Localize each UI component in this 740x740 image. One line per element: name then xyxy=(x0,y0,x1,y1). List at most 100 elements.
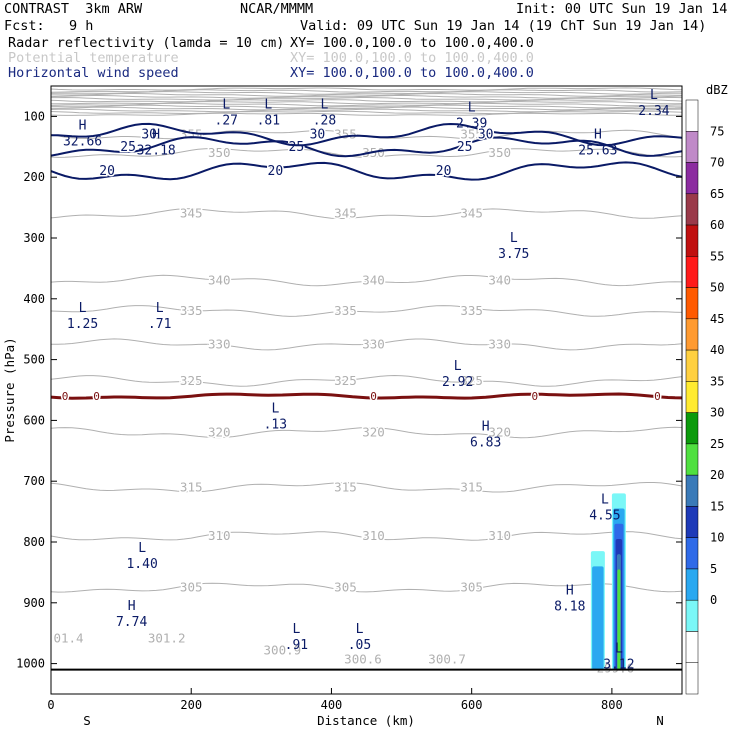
theta-contour-label: 325 xyxy=(460,373,483,388)
extremum-marker: H xyxy=(594,128,602,143)
theta-contour-label: 345 xyxy=(180,206,203,221)
theta-contour-label: 335 xyxy=(180,303,203,318)
y-tick-label: 500 xyxy=(23,353,45,367)
theta-line-upper xyxy=(51,96,682,101)
colorbar-tick-label: 65 xyxy=(710,187,724,201)
y-tick-label: 1000 xyxy=(16,657,45,671)
colorbar-swatch xyxy=(685,381,699,413)
theta-contour-label: 330 xyxy=(488,336,511,351)
colorbar-swatch xyxy=(685,99,699,132)
theta-contour-label: 315 xyxy=(460,479,483,494)
theta-line-upper xyxy=(51,104,682,109)
theta-line xyxy=(51,274,682,287)
surface-extremum-value: .91 xyxy=(285,638,308,653)
colorbar-tick-label: 15 xyxy=(710,499,724,513)
wind-contour-label: 30 xyxy=(310,128,326,143)
colorbar-tick-label: 70 xyxy=(710,156,724,170)
colorbar-swatch xyxy=(685,131,699,163)
extremum-value: .13 xyxy=(264,417,287,432)
colorbar-swatch xyxy=(685,506,699,538)
theta-line-upper xyxy=(51,91,682,95)
theta-contour-label: 350 xyxy=(488,145,511,160)
extremum-value: .28 xyxy=(313,113,336,128)
colorbar-tick-label: 30 xyxy=(710,406,724,420)
field-reflectivity-xy: XY= 100.0,100.0 to 100.0,400.0 xyxy=(290,35,534,51)
freezing-level-line xyxy=(51,392,682,400)
extremum-marker: L xyxy=(468,100,476,115)
extremum-value: 2.34 xyxy=(638,104,669,119)
theta-line xyxy=(51,531,682,541)
extremum-value: 3.12 xyxy=(603,657,634,672)
theta-contour-label: 345 xyxy=(334,206,357,221)
x-axis-label: Distance (km) xyxy=(317,713,415,728)
freezing-level: 0 0 0 0 0 xyxy=(51,389,682,671)
init-time: Init: 00 UTC Sun 19 Jan 14 xyxy=(516,1,728,17)
theta-contour-label: 320 xyxy=(488,425,511,440)
extremum-value: 1.25 xyxy=(67,317,98,332)
theta-line xyxy=(51,338,682,351)
plot-area xyxy=(51,86,682,694)
colorbar-swatch xyxy=(685,443,699,476)
colorbar-swatch xyxy=(685,474,699,507)
theta-line xyxy=(51,208,682,220)
colorbar-tick-label: 40 xyxy=(710,343,724,357)
extremum-marker: H xyxy=(79,119,87,134)
colorbar-swatch xyxy=(685,631,699,663)
surface-theta-label: 300.6 xyxy=(344,652,382,667)
theta-line-upper xyxy=(51,106,682,111)
wind-contour-label: 30 xyxy=(478,128,494,143)
colorbar-swatch xyxy=(685,349,699,382)
colorbar-swatch xyxy=(685,224,699,257)
extremum-marker: L xyxy=(615,641,623,656)
extremum-value: 3.75 xyxy=(498,247,529,262)
wind-contour-label: 25 xyxy=(289,140,305,155)
colorbar-swatch xyxy=(685,193,699,226)
reflectivity-cell xyxy=(617,569,621,670)
south-label: S xyxy=(83,713,91,728)
y-tick-label: 100 xyxy=(23,109,45,123)
extremum-marker: L xyxy=(601,493,609,508)
colorbar-tick-label: 20 xyxy=(710,468,724,482)
theta-contour-label: 355 xyxy=(334,127,357,142)
colorbar-tick-label: 35 xyxy=(710,374,724,388)
extremum-marker: H xyxy=(566,584,574,599)
colorbar-swatch xyxy=(685,537,699,570)
theta-line-upper xyxy=(51,110,682,115)
surface-theta-label: 300.9 xyxy=(264,642,302,657)
colorbar-swatch xyxy=(685,568,699,601)
freezing-level-label: 0 xyxy=(654,390,661,403)
x-tick-label: 600 xyxy=(461,698,483,712)
y-tick-label: 200 xyxy=(23,170,45,184)
colorbar-swatch xyxy=(685,318,699,351)
theta-line-upper xyxy=(51,99,682,103)
organization: NCAR/MMMM xyxy=(240,1,314,17)
extremum-value: 2.39 xyxy=(456,116,487,131)
theta-line xyxy=(51,482,682,493)
colorbar-swatch xyxy=(685,599,699,632)
theta-line-upper xyxy=(51,102,682,107)
field-wind-label: Horizontal wind speed xyxy=(8,65,179,81)
surface-theta-label: 301.2 xyxy=(148,630,186,645)
model-title: CONTRAST 3km ARW xyxy=(4,1,143,17)
colorbar-swatch xyxy=(685,412,699,445)
extremum-marker: L xyxy=(156,301,164,316)
theta-contour-label: 330 xyxy=(208,336,231,351)
valid-time: Valid: 09 UTC Sun 19 Jan 14 (19 ChT Sun … xyxy=(300,18,707,34)
extremum-marker: L xyxy=(79,301,87,316)
theta-line xyxy=(51,147,682,158)
extremum-marker: H xyxy=(128,599,136,614)
colorbar-tick-label: 55 xyxy=(710,249,724,263)
axes: Distance (km) Pressure (hPa) S N 0 200 400… xyxy=(2,85,683,728)
theta-line-upper xyxy=(51,87,682,91)
theta-line xyxy=(51,582,682,593)
theta-line-upper xyxy=(51,95,682,99)
y-tick-label: 900 xyxy=(23,596,45,610)
theta-contour-label: 330 xyxy=(362,336,385,351)
theta-contour-label: 315 xyxy=(334,479,357,494)
theta-contour-label: 340 xyxy=(362,273,385,288)
field-reflectivity-label: Radar reflectivity (lamda = 10 cm) xyxy=(8,35,285,51)
extremum-value: 6.83 xyxy=(470,436,501,451)
theta-contour-label: 340 xyxy=(488,273,511,288)
reflectivity-shading xyxy=(590,493,626,670)
